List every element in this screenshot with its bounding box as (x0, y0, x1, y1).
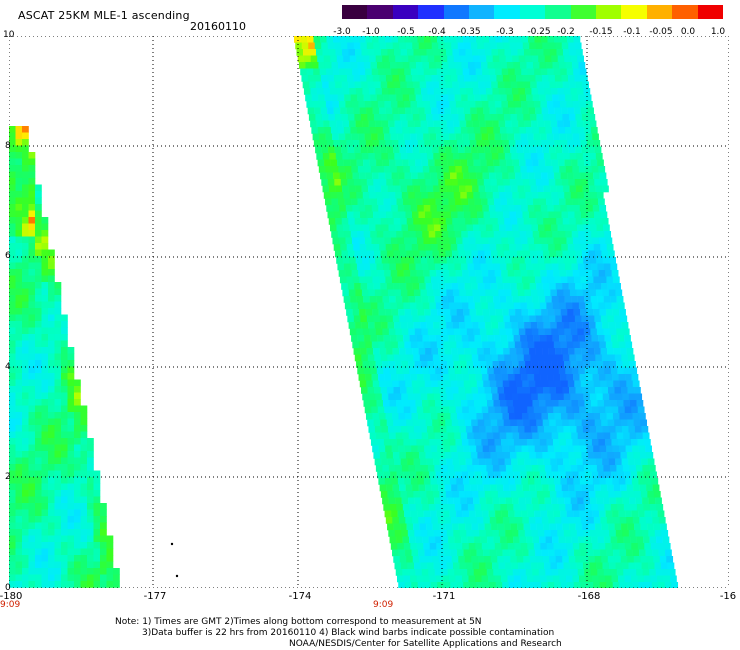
colorbar-segment (646, 5, 673, 19)
map-gridlines (9, 36, 729, 588)
x-tick-177: -177 (143, 591, 167, 602)
time-label-left: 9:09 (0, 600, 21, 610)
colorbar-tick-label: 1.0 (710, 27, 726, 37)
x-tick-165: -16 (719, 591, 737, 602)
colorbar-segment (494, 5, 520, 19)
colorbar-segment (596, 5, 622, 19)
colorbar-segment (697, 5, 724, 19)
x-tick-180: -180 (0, 591, 23, 602)
colorbar-segment (570, 5, 597, 19)
colorbar-tick-label: -1.0 (362, 27, 380, 37)
colorbar-tick-label: -0.2 (557, 27, 575, 37)
x-tick-171: -171 (432, 591, 456, 602)
colorbar-segment (469, 5, 495, 19)
map-title: ASCAT 25KM MLE-1 ascending (18, 9, 190, 22)
footer-note-line1: Note: 1) Times are GMT 2)Times along bot… (115, 617, 482, 627)
colorbar-segment (342, 5, 368, 19)
colorbar-tick-label: -3.0 (333, 27, 351, 37)
colorbar-tick-label: -0.05 (649, 27, 673, 37)
colorbar-segment (418, 5, 444, 19)
wind-barb-dot (175, 574, 179, 578)
footer-note-line2: 3)Data buffer is 22 hrs from 20160110 4)… (142, 628, 555, 638)
time-label-right: 9:09 (373, 600, 394, 610)
colorbar-tick-label: -0.15 (589, 27, 613, 37)
colorbar-tick-label: -0.5 (397, 27, 415, 37)
y-tick-4: 4 (5, 362, 11, 372)
colorbar-tick-label: -0.1 (623, 27, 641, 37)
y-tick-0: 0 (5, 583, 11, 593)
colorbar-segment (519, 5, 546, 19)
colorbar-segment (443, 5, 470, 19)
map-date: 20160110 (190, 20, 246, 33)
wind-barb-dot (170, 542, 174, 546)
y-tick-10: 10 (3, 30, 15, 40)
colorbar-segment (545, 5, 571, 19)
colorbar-tick-label: -0.3 (496, 27, 514, 37)
y-tick-6: 6 (5, 251, 11, 261)
footer-note-line3: NOAA/NESDIS/Center for Satellite Applica… (289, 639, 562, 649)
y-tick-2: 2 (5, 472, 11, 482)
colorbar-segment (621, 5, 647, 19)
colorbar-segment (367, 5, 393, 19)
colorbar-tick-label: -0.35 (457, 27, 481, 37)
colorbar-tick-label: 0.0 (680, 27, 696, 37)
y-tick-8: 8 (5, 141, 11, 151)
x-tick-174: -174 (288, 591, 312, 602)
swath-pixels (9, 36, 679, 588)
colorbar-segment (672, 5, 698, 19)
x-tick-168: -168 (577, 591, 601, 602)
wind-swath-map (9, 36, 729, 588)
colorbar-segment (392, 5, 419, 19)
colorbar (342, 5, 724, 19)
colorbar-tick-label: -0.25 (527, 27, 551, 37)
colorbar-tick-label: -0.4 (428, 27, 446, 37)
